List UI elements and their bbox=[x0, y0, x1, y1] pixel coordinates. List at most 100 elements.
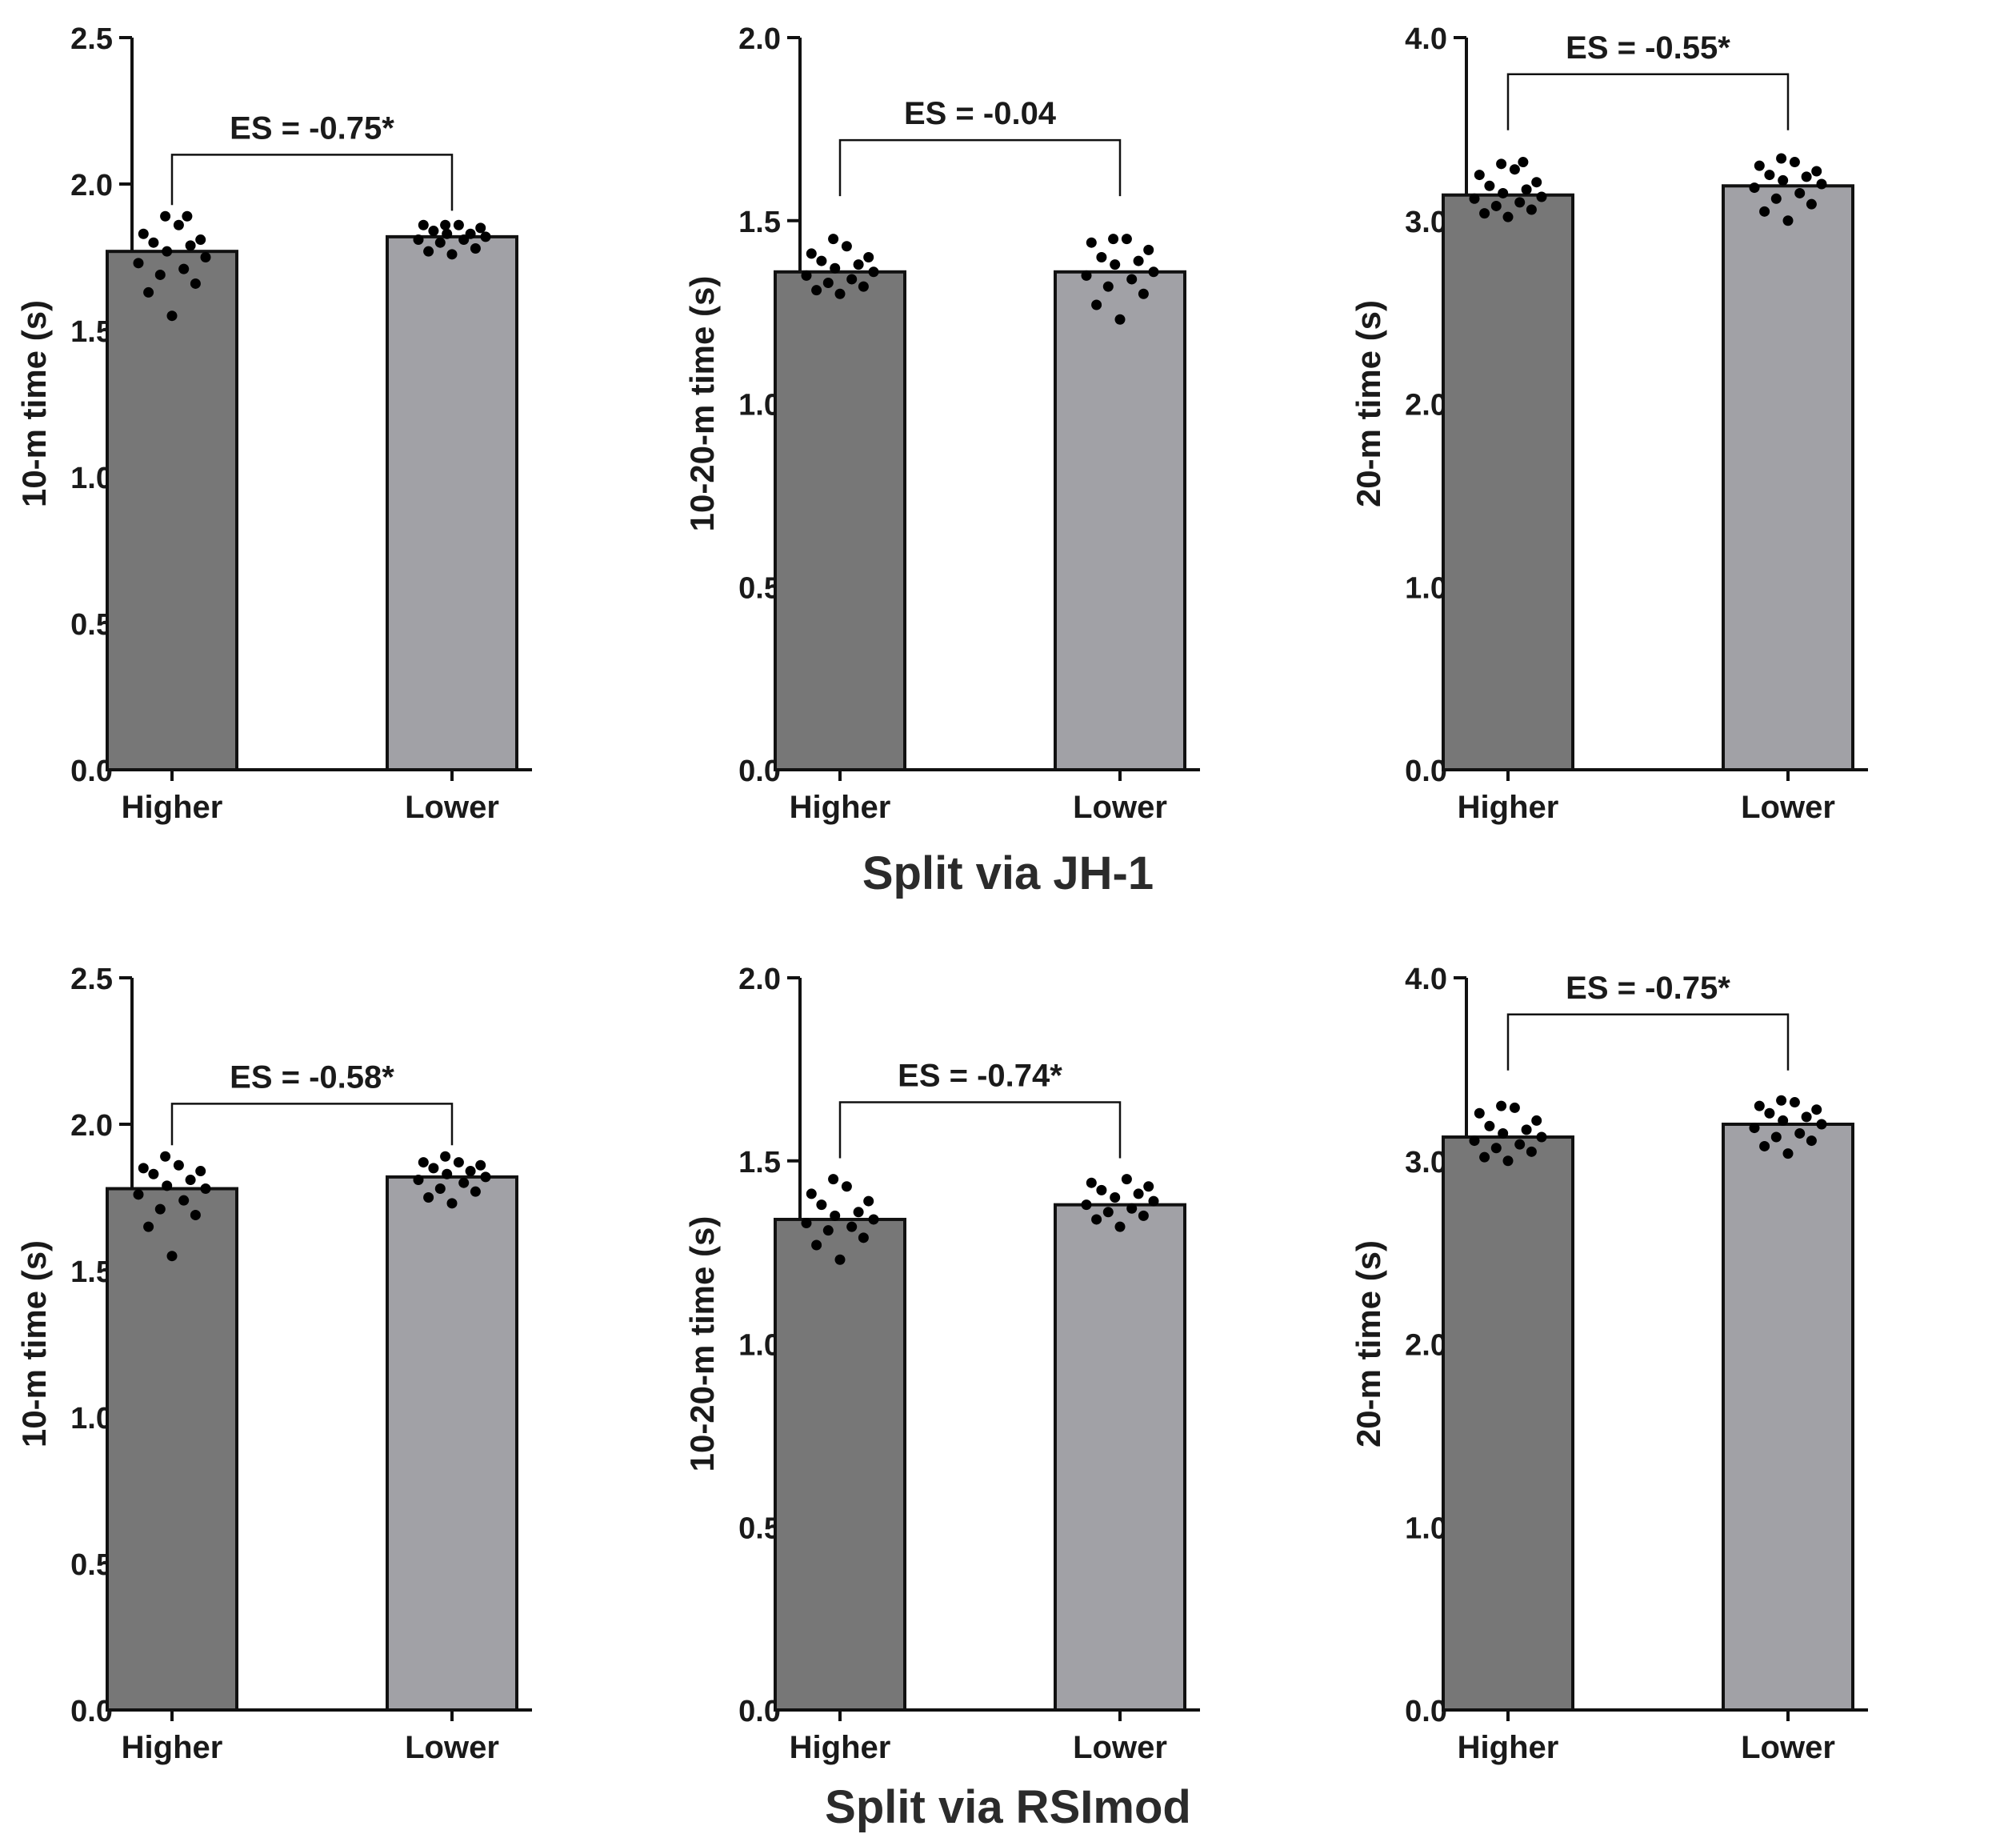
effect-size-label: ES = -0.74* bbox=[898, 1059, 1062, 1094]
data-point bbox=[470, 1186, 481, 1197]
x-tick-label: Lower bbox=[1741, 1730, 1835, 1765]
data-point bbox=[1509, 1102, 1520, 1113]
data-point bbox=[1469, 1135, 1480, 1147]
y-axis-title: 10-m time (s) bbox=[15, 1240, 53, 1448]
data-point bbox=[465, 228, 476, 239]
data-point bbox=[434, 1183, 446, 1195]
data-point bbox=[1749, 182, 1760, 194]
data-point bbox=[1143, 1181, 1154, 1192]
data-point bbox=[1794, 1127, 1806, 1139]
data-point bbox=[413, 1175, 424, 1186]
data-point bbox=[1789, 1097, 1800, 1108]
significance-bracket bbox=[170, 154, 454, 211]
bar-higher bbox=[106, 1187, 238, 1712]
data-point bbox=[442, 228, 453, 239]
data-point bbox=[148, 1168, 159, 1179]
data-point bbox=[162, 1180, 173, 1191]
data-point bbox=[453, 1157, 464, 1168]
y-tick-label: 1.5 bbox=[738, 1146, 781, 1179]
data-point bbox=[160, 1151, 171, 1162]
y-tick-label: 2.5 bbox=[70, 963, 113, 996]
data-point bbox=[1110, 1192, 1121, 1203]
y-tick-label: 2.0 bbox=[70, 1109, 113, 1143]
y-tick-label: 4.0 bbox=[1405, 22, 1447, 56]
data-point bbox=[1518, 157, 1529, 168]
data-point bbox=[801, 270, 812, 281]
data-point bbox=[1102, 281, 1114, 292]
data-point bbox=[1081, 270, 1092, 281]
data-point bbox=[138, 228, 149, 239]
chart-panel-3: 0.0 1.0 2.0 3.0 4.0 20-m time (s) Higher Lower E… bbox=[1350, 22, 1868, 825]
effect-size-label: ES = -0.58* bbox=[230, 1059, 394, 1095]
data-point bbox=[133, 1189, 144, 1200]
effect-size-label: ES = -0.75* bbox=[230, 110, 394, 146]
y-axis-title: 10-m time (s) bbox=[15, 300, 53, 507]
data-point bbox=[1521, 1124, 1532, 1135]
data-point bbox=[1126, 1203, 1138, 1214]
y-axis-title: 10-20-m time (s) bbox=[683, 1216, 721, 1472]
data-point bbox=[1469, 193, 1480, 204]
data-point bbox=[200, 1183, 211, 1195]
data-point bbox=[1096, 1184, 1107, 1195]
x-tick-label: Lower bbox=[1741, 790, 1835, 825]
group-title-bottom: Split via RSImod bbox=[825, 1781, 1191, 1833]
x-tick-label: Lower bbox=[405, 1730, 499, 1765]
bar-higher bbox=[774, 1217, 906, 1712]
data-point bbox=[434, 237, 446, 248]
data-point bbox=[1490, 1143, 1502, 1154]
data-point bbox=[858, 1232, 869, 1243]
data-point bbox=[1811, 166, 1822, 177]
chart-panel-2: 0.00.51.01.52.010-20-m time (s)Higher Low… bbox=[683, 22, 1200, 825]
data-point bbox=[1526, 204, 1537, 215]
data-point bbox=[868, 1214, 879, 1225]
data-point bbox=[1108, 234, 1119, 245]
data-point bbox=[1749, 1123, 1760, 1134]
x-tick-label: Higher bbox=[122, 1730, 223, 1765]
data-point bbox=[423, 1192, 434, 1203]
y-tick-label: 2.0 bbox=[738, 963, 781, 996]
bar-lower bbox=[1722, 184, 1854, 772]
data-point bbox=[1138, 1210, 1149, 1221]
data-point bbox=[1081, 1199, 1092, 1211]
y-tick-label: 3.0 bbox=[1405, 206, 1447, 239]
data-point bbox=[143, 286, 154, 298]
data-point bbox=[1776, 153, 1787, 164]
data-point bbox=[1502, 1155, 1514, 1167]
effect-size-label: ES = -0.04 bbox=[904, 96, 1057, 131]
data-point bbox=[475, 1159, 486, 1171]
data-point bbox=[1526, 1146, 1537, 1157]
data-point bbox=[801, 1218, 812, 1229]
data-point bbox=[1770, 193, 1782, 204]
data-point bbox=[1536, 191, 1547, 202]
bar-lower bbox=[1054, 1203, 1186, 1712]
data-point bbox=[480, 1171, 491, 1183]
data-point bbox=[1514, 197, 1526, 208]
data-point bbox=[166, 1251, 178, 1262]
y-tick-label: 2.0 bbox=[1405, 1329, 1447, 1363]
data-point bbox=[1509, 164, 1520, 175]
data-point bbox=[830, 1210, 841, 1221]
data-point bbox=[1816, 1119, 1827, 1130]
data-point bbox=[1474, 170, 1485, 181]
data-point bbox=[446, 1198, 458, 1209]
data-point bbox=[1091, 1214, 1102, 1225]
data-point bbox=[178, 263, 190, 274]
data-point bbox=[1764, 170, 1775, 181]
data-point bbox=[822, 278, 834, 289]
bar-lower bbox=[1722, 1123, 1854, 1712]
data-point bbox=[853, 259, 864, 270]
data-point bbox=[828, 1174, 839, 1185]
data-point bbox=[830, 262, 841, 274]
data-point bbox=[828, 234, 839, 245]
data-point bbox=[1133, 1188, 1144, 1199]
data-point bbox=[846, 274, 858, 285]
data-point bbox=[1521, 184, 1532, 195]
data-point bbox=[1536, 1131, 1547, 1143]
data-point bbox=[1776, 1095, 1787, 1106]
data-point bbox=[160, 210, 171, 222]
data-point bbox=[190, 278, 201, 289]
data-point bbox=[1086, 1177, 1097, 1188]
data-point bbox=[1764, 1107, 1775, 1119]
data-point bbox=[1514, 1139, 1526, 1150]
